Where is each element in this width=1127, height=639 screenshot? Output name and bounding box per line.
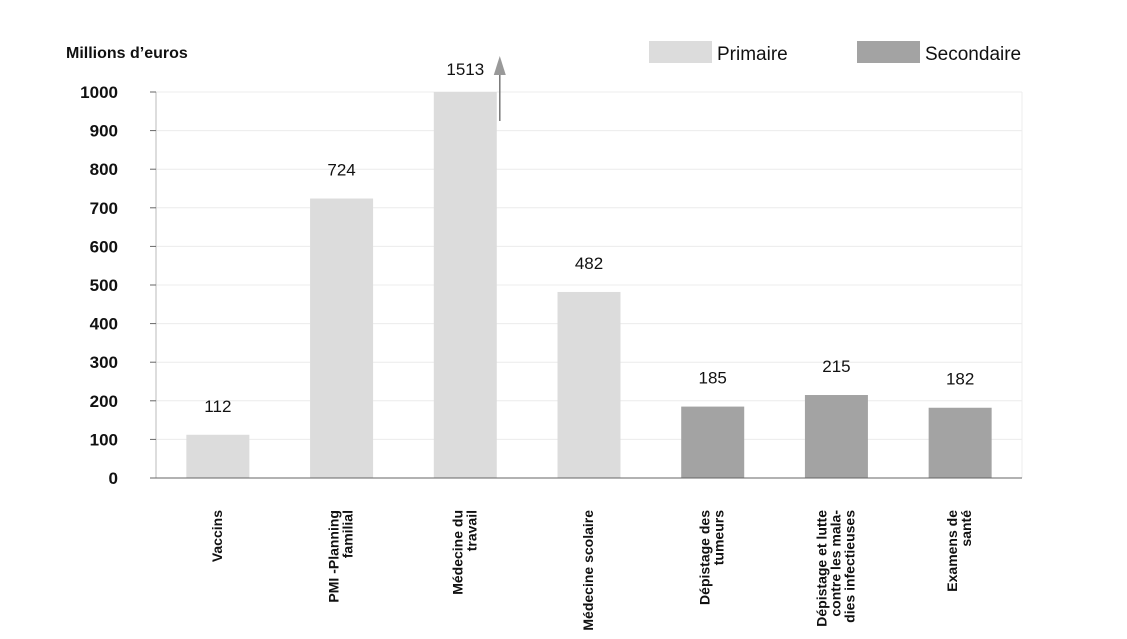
category-label: santé bbox=[958, 510, 974, 547]
bar bbox=[310, 198, 374, 478]
y-tick-label: 300 bbox=[90, 353, 118, 372]
category-label: PMI -Planning bbox=[326, 510, 342, 603]
y-tick-label: 700 bbox=[90, 199, 118, 218]
y-tick-label: 400 bbox=[90, 315, 118, 334]
gridlines bbox=[155, 91, 1023, 478]
category-label: travail bbox=[463, 510, 479, 551]
y-axis-unit-label: Millions d’euros bbox=[66, 45, 188, 62]
bar bbox=[186, 434, 250, 478]
overflow-arrow bbox=[493, 56, 506, 121]
category-label: Dépistage des bbox=[697, 510, 713, 605]
bar bbox=[681, 406, 745, 478]
y-tick-label: 600 bbox=[90, 237, 118, 256]
category-label: Médecine du bbox=[449, 510, 465, 595]
value-label: 724 bbox=[327, 161, 355, 180]
bar bbox=[928, 407, 992, 478]
value-label: 112 bbox=[204, 397, 231, 416]
category-label: dies infectieuses bbox=[841, 510, 857, 623]
y-tick-label: 500 bbox=[90, 276, 118, 295]
legend-label-primaire: Primaire bbox=[717, 44, 788, 65]
value-label: 215 bbox=[822, 357, 850, 376]
y-axis-ticks: 0 100 200 300 400 500 600 700 800 900 1000 bbox=[80, 83, 156, 488]
y-tick-label: 900 bbox=[90, 122, 118, 141]
bars bbox=[186, 92, 992, 478]
bar bbox=[804, 395, 868, 478]
value-label: 185 bbox=[699, 369, 727, 388]
y-tick-label: 800 bbox=[90, 160, 118, 179]
bar bbox=[433, 92, 497, 478]
value-label: 182 bbox=[946, 370, 974, 389]
y-tick-label: 100 bbox=[90, 430, 118, 449]
category-label: familial bbox=[340, 510, 356, 558]
category-label: Médecine scolaire bbox=[580, 510, 596, 631]
category-label: contre les mala- bbox=[827, 510, 843, 617]
bar bbox=[557, 291, 621, 478]
legend: Primaire Secondaire bbox=[649, 41, 1021, 65]
value-label: 482 bbox=[575, 254, 603, 273]
value-labels: 112 724 1513 482 185 215 182 bbox=[204, 60, 974, 416]
y-tick-label: 1000 bbox=[80, 83, 118, 102]
legend-label-secondaire: Secondaire bbox=[925, 44, 1021, 65]
category-label: tumeurs bbox=[711, 510, 727, 565]
legend-swatch-primaire bbox=[649, 41, 712, 63]
value-label: 1513 bbox=[446, 60, 484, 79]
y-tick-label: 0 bbox=[109, 469, 118, 488]
overflow-arrow-head bbox=[493, 56, 506, 75]
legend-swatch-secondaire bbox=[857, 41, 920, 63]
y-tick-label: 200 bbox=[90, 392, 118, 411]
category-label: Dépistage et lutte bbox=[813, 510, 829, 627]
category-label: Examens de bbox=[944, 510, 960, 592]
category-label: Vaccins bbox=[209, 510, 225, 562]
